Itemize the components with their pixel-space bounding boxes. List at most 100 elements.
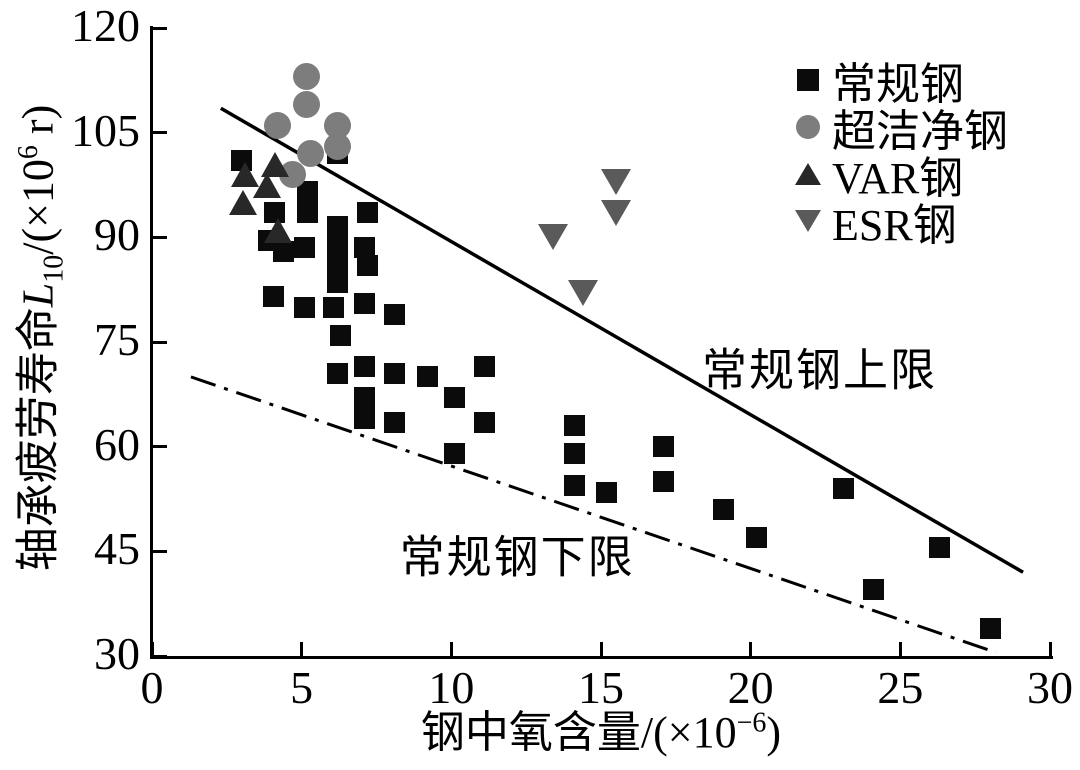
data-point-conventional-steel [262,286,284,308]
data-point-conventional-steel [563,415,585,437]
y-tick [153,26,167,30]
data-point-conventional-steel [416,366,438,388]
data-point-conventional-steel [979,617,1001,639]
data-point-conventional-steel [322,296,344,318]
data-point-conventional-steel [354,387,376,409]
data-point-ultra-clean-steel [292,63,320,91]
y-tick-label: 30 [94,628,140,679]
legend-label: 超洁净钢 [832,106,1008,156]
legend-label: VAR钢 [832,153,964,203]
y-tick [153,549,167,553]
data-point-conventional-steel [928,537,950,559]
x-tick [1048,642,1052,656]
data-point-conventional-steel [443,443,465,465]
data-point-conventional-steel [713,498,735,520]
y-axis-symbol: L [13,282,63,308]
data-point-conventional-steel [327,272,349,294]
data-point-ultra-clean-steel [297,140,325,168]
legend-marker-ultra-clean-steel [796,114,820,139]
data-point-conventional-steel [357,202,379,224]
legend-item-conventional-steel: 常规钢 [786,56,1008,109]
data-point-conventional-steel [330,324,352,346]
legend-label: ESR钢 [832,200,957,250]
x-tick-label: 10 [428,662,475,713]
x-axis-title-text: 钢中氧含量/(×10 [420,708,737,757]
y-tick [153,131,167,135]
data-point-conventional-steel [327,362,349,384]
data-point-conventional-steel [473,411,495,433]
data-point-conventional-steel [746,526,768,548]
upper-limit-line-label: 常规钢上限 [701,345,938,396]
upper-limit-line [219,106,1024,574]
data-point-conventional-steel [297,202,319,224]
x-tick-label: 25 [877,662,924,713]
x-tick [898,642,902,656]
triangle-down-icon [786,209,830,232]
data-point-conventional-steel [596,481,618,503]
data-point-esr-steel [538,224,569,251]
legend-marker-esr-steel [795,209,821,232]
square-icon [786,68,830,91]
x-tick [150,642,154,656]
data-point-conventional-steel [832,478,854,500]
data-point-conventional-steel [354,293,376,315]
data-point-ultra-clean-steel [324,133,352,161]
y-tick [153,235,167,239]
circle-icon [786,114,830,139]
x-tick-label: 20 [727,662,774,713]
data-point-var-steel [253,172,282,198]
legend-label: 常规钢 [832,59,964,109]
data-point-ultra-clean-steel [292,91,320,119]
x-tick-label: 5 [290,662,314,713]
legend-item-esr-steel: ESR钢 [786,197,1008,250]
x-axis-title: 钢中氧含量/(×10−6) [421,696,781,760]
y-tick-label: 45 [94,523,140,575]
legend-item-var-steel: VAR钢 [786,150,1008,203]
data-point-conventional-steel [383,411,405,433]
data-point-conventional-steel [862,579,884,601]
data-point-conventional-steel [383,303,405,325]
data-point-conventional-steel [473,355,495,377]
data-point-conventional-steel [563,443,585,465]
data-point-esr-steel [568,280,599,307]
data-point-conventional-steel [354,355,376,377]
data-point-esr-steel [600,168,631,195]
plot-area [150,26,1053,659]
x-axis-title-exponent: −6 [736,707,767,739]
data-point-ultra-clean-steel [264,112,292,140]
y-tick-label: 60 [94,418,140,470]
data-point-conventional-steel [563,474,585,496]
data-point-var-steel [263,217,292,243]
data-point-conventional-steel [354,237,376,259]
y-tick-label: 105 [71,104,140,156]
data-point-var-steel [260,151,289,177]
y-tick-label: 75 [94,314,140,365]
x-tick [749,642,753,656]
data-point-esr-steel [600,199,631,226]
y-tick [153,445,167,449]
y-tick [153,340,167,344]
y-tick [153,654,167,658]
data-point-conventional-steel [294,296,316,318]
x-axis-title-close: ) [766,708,782,757]
data-point-conventional-steel [327,233,349,255]
data-point-conventional-steel [653,471,675,493]
data-point-conventional-steel [354,408,376,430]
y-tick-label: 120 [71,0,140,51]
data-point-conventional-steel [294,237,316,259]
legend-marker-var-steel [795,162,821,185]
x-tick-label: 15 [578,662,624,713]
y-tick-label: 90 [94,209,140,261]
data-point-conventional-steel [327,216,349,238]
x-tick-label: 30 [1027,662,1073,713]
data-point-conventional-steel [327,251,349,273]
x-tick [449,642,453,656]
lower-limit-line [190,375,997,654]
lower-limit-line-label: 常规钢下限 [399,532,635,583]
data-point-conventional-steel [273,240,295,262]
data-point-conventional-steel [357,254,379,276]
data-point-var-steel [229,189,258,215]
x-tick-label: 0 [140,662,164,713]
